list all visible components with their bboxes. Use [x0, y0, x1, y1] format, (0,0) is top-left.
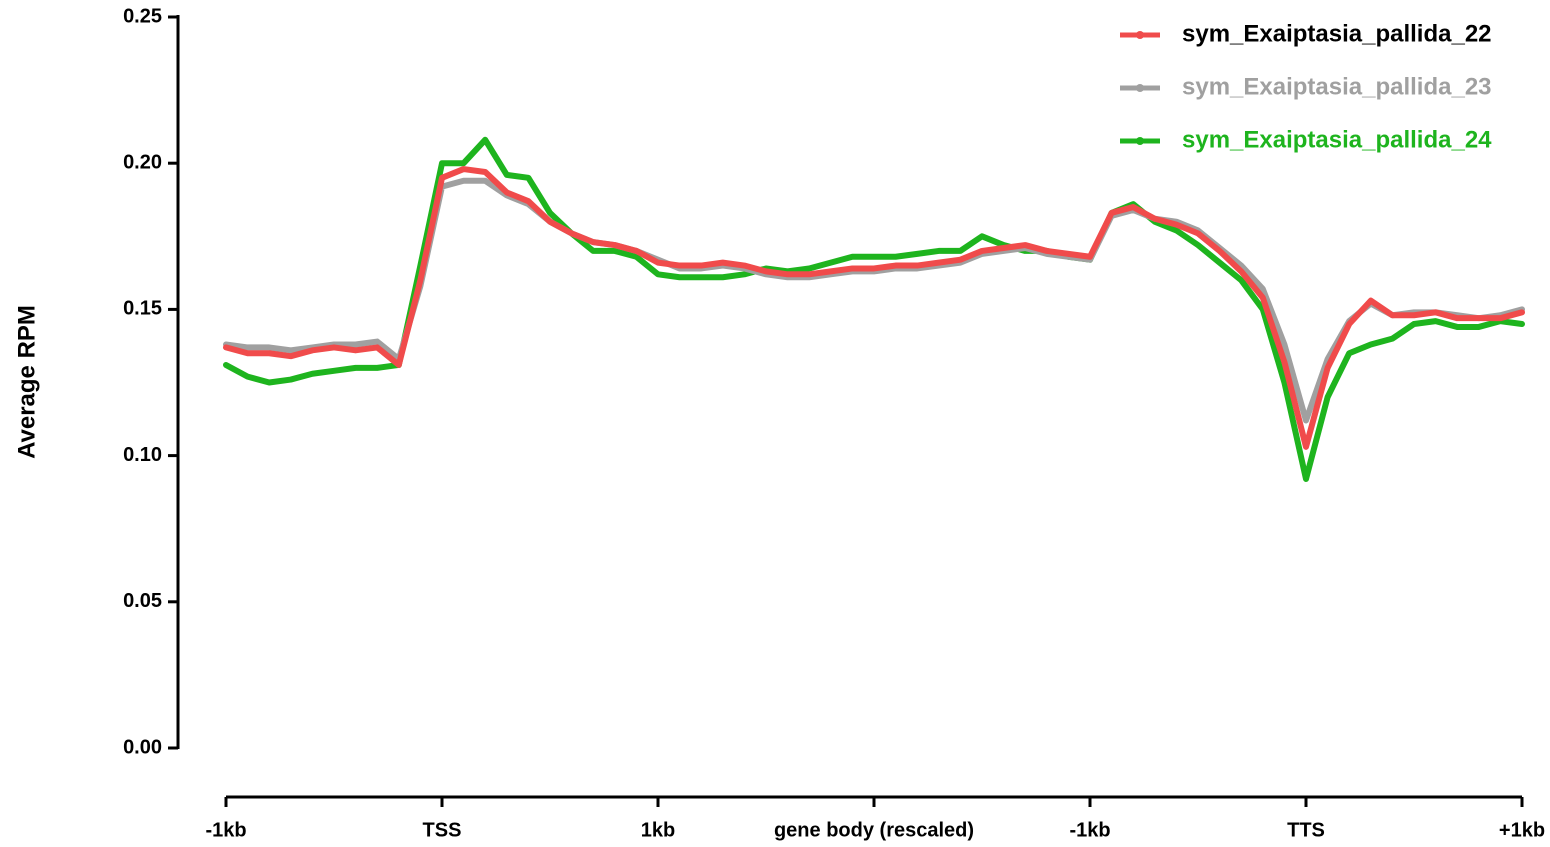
x-tick-label: gene body (rescaled) [774, 819, 974, 841]
x-tick-label: TTS [1287, 819, 1325, 841]
legend-label: sym_Exaiptasia_pallida_22 [1182, 20, 1492, 47]
x-tick-label: +1kb [1499, 819, 1545, 841]
legend-dot [1136, 137, 1144, 145]
y-tick-label: 0.20 [123, 151, 162, 173]
x-tick-label: -1kb [205, 819, 246, 841]
x-tick-label: 1kb [641, 819, 675, 841]
legend-label: sym_Exaiptasia_pallida_23 [1182, 73, 1492, 100]
legend-dot [1136, 31, 1144, 39]
y-tick-label: 0.15 [123, 298, 162, 320]
legend-dot [1136, 84, 1144, 92]
x-tick-label: -1kb [1069, 819, 1110, 841]
y-tick-label: 0.00 [123, 736, 162, 758]
y-axis-label: Average RPM [13, 305, 40, 459]
series-line [223, 136, 1525, 482]
x-tick-label: TSS [423, 819, 462, 841]
y-tick-label: 0.10 [123, 444, 162, 466]
series-line [223, 166, 1525, 450]
y-tick-label: 0.05 [123, 590, 162, 612]
series-line [223, 177, 1525, 424]
y-tick-label: 0.25 [123, 5, 162, 27]
legend-label: sym_Exaiptasia_pallida_24 [1182, 126, 1492, 153]
